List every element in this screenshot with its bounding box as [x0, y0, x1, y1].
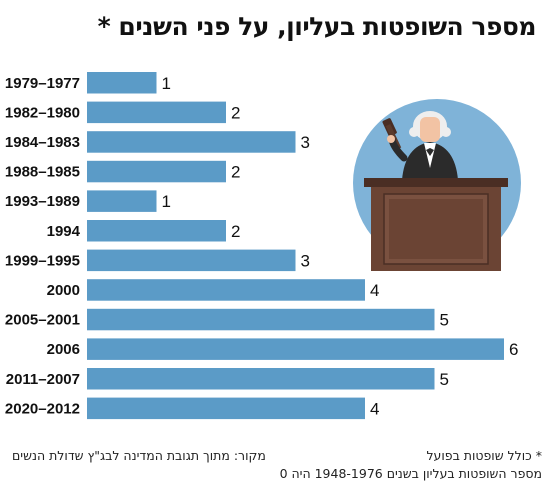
category-label: 1984–1983 [5, 134, 80, 151]
value-label: 2 [231, 222, 240, 241]
bar [87, 308, 435, 331]
value-label: 2 [231, 103, 240, 122]
bars-group: 1979–1977 1 1982–1980 2 1984–1983 3 1988–1985 2… [5, 72, 518, 420]
category-label: 1982–1980 [5, 104, 80, 121]
value-label: 1 [162, 74, 171, 93]
category-label: 2000 [47, 282, 80, 299]
bar [87, 249, 296, 272]
category-label: 2006 [47, 341, 80, 358]
judge-bench [364, 178, 508, 271]
category-label: 1999–1995 [5, 252, 80, 269]
value-label: 5 [440, 311, 449, 330]
value-label: 6 [509, 340, 518, 359]
bar-chart: 1979–1977 1 1982–1980 2 1984–1983 3 1988–1985 2… [5, 72, 521, 420]
bar [87, 338, 504, 360]
value-label: 1 [162, 192, 171, 211]
value-label: 5 [440, 370, 449, 389]
category-label: 2005–2001 [5, 312, 80, 329]
value-label: 3 [301, 133, 310, 152]
bar [87, 160, 226, 183]
chart-title: מספר השופטות בעליון, על פני השנים * [97, 12, 537, 41]
category-label: 1979–1977 [5, 75, 80, 92]
bar [87, 131, 296, 153]
bar [87, 397, 365, 420]
source-text: מקור: מתוך תגובת המדינה לבג"ץ שדולת הנשי… [12, 448, 266, 463]
note-text: מספר השופטות בעליון בשנים 1948-1976 היה … [279, 466, 542, 481]
category-label: 1988–1985 [5, 164, 80, 181]
bar [87, 220, 226, 242]
category-label: 2011–2007 [6, 371, 80, 388]
bar [87, 368, 435, 390]
bar [87, 190, 157, 212]
category-label: 2020–2012 [5, 400, 80, 417]
category-label: 1994 [47, 223, 81, 240]
footnote-text: * כולל שופטות בפועל [426, 448, 542, 463]
bar [87, 279, 365, 301]
value-label: 2 [231, 163, 240, 182]
judge-figure [387, 111, 458, 180]
category-label: 1993–1989 [5, 193, 80, 210]
value-label: 4 [370, 281, 379, 300]
value-label: 3 [301, 251, 310, 270]
value-label: 4 [370, 399, 379, 418]
judge-illustration [353, 99, 521, 271]
bar [87, 72, 157, 94]
bar [87, 101, 226, 124]
